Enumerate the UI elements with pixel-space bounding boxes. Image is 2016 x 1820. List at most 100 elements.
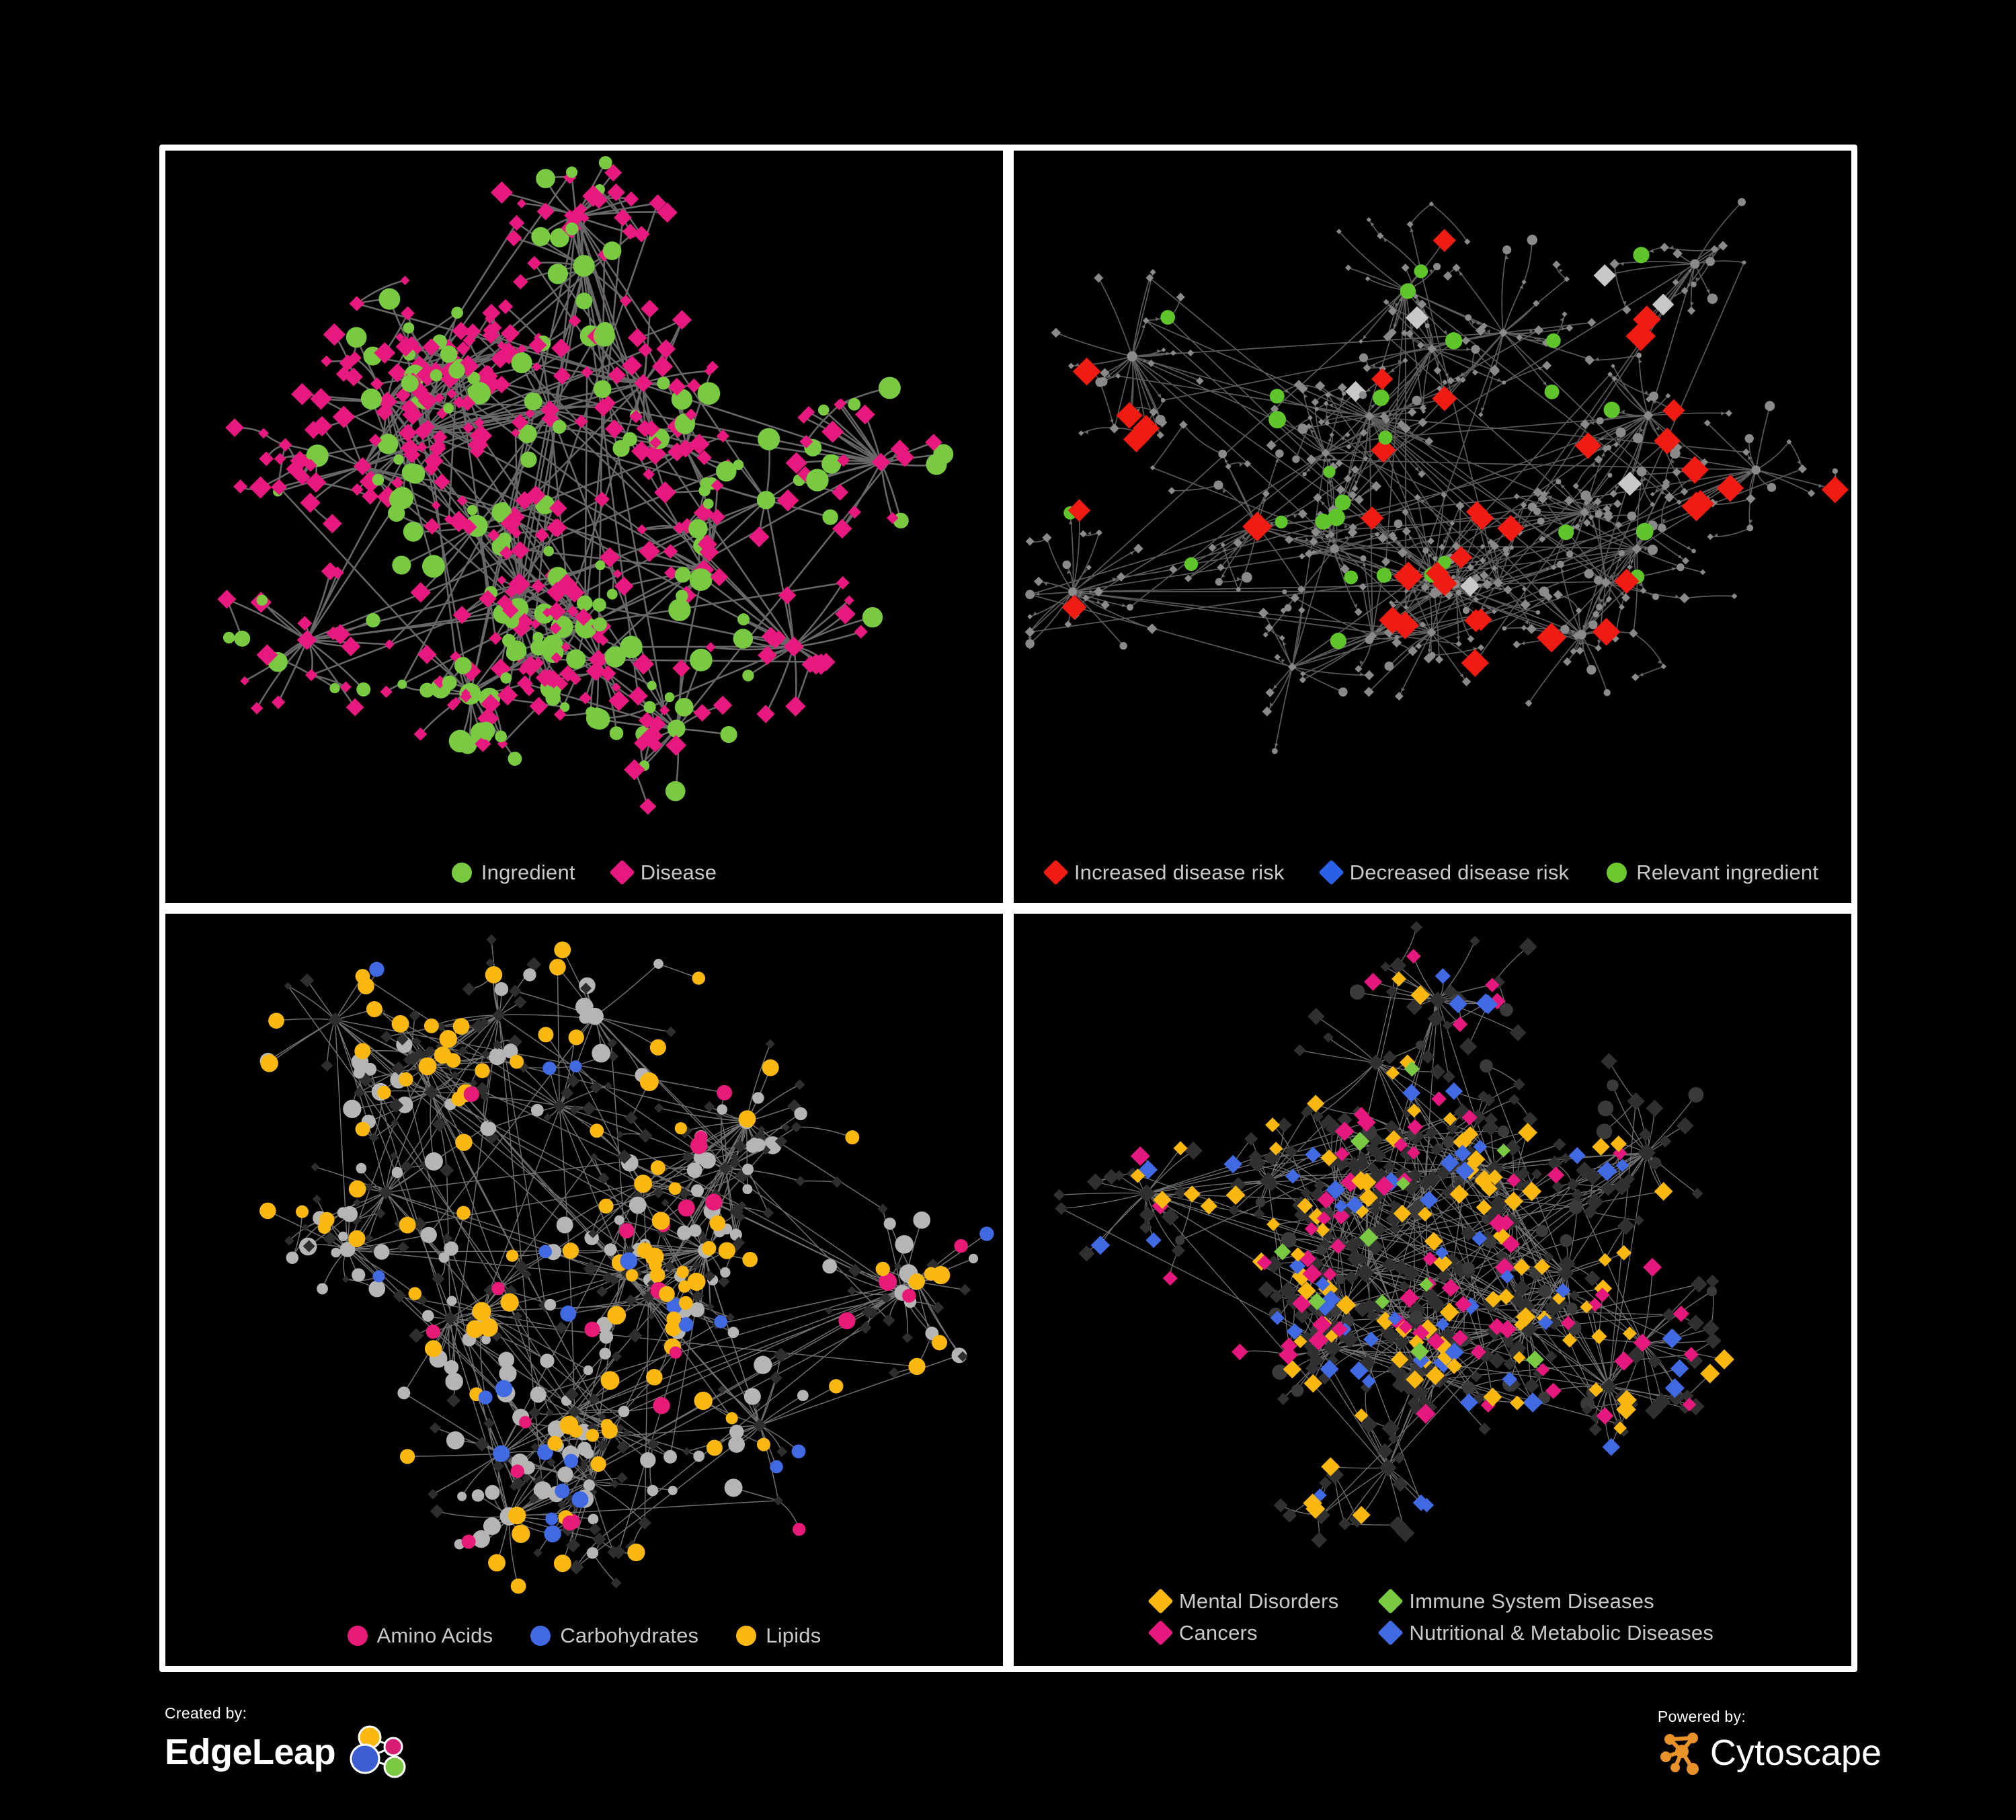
- network-node[interactable]: [1662, 399, 1685, 422]
- network-node[interactable]: [1465, 314, 1472, 321]
- network-node[interactable]: [691, 1290, 704, 1302]
- network-node[interactable]: [586, 1547, 599, 1559]
- network-node[interactable]: [836, 576, 850, 590]
- network-node[interactable]: [290, 450, 311, 471]
- network-node[interactable]: [225, 418, 244, 437]
- network-node[interactable]: [494, 982, 509, 996]
- network-node[interactable]: [769, 1371, 782, 1385]
- network-node[interactable]: [901, 1288, 916, 1303]
- network-node[interactable]: [649, 436, 662, 449]
- network-node[interactable]: [634, 735, 651, 752]
- network-node[interactable]: [1130, 1168, 1145, 1183]
- network-node[interactable]: [1484, 1236, 1497, 1249]
- network-node[interactable]: [240, 676, 249, 686]
- network-node[interactable]: [1525, 699, 1533, 707]
- network-node[interactable]: [446, 1431, 465, 1450]
- network-node[interactable]: [674, 697, 694, 717]
- network-node[interactable]: [1329, 432, 1334, 438]
- network-node[interactable]: [531, 227, 551, 247]
- network-node[interactable]: [442, 1233, 452, 1244]
- network-node[interactable]: [848, 1263, 862, 1277]
- network-node[interactable]: [1394, 561, 1423, 592]
- network-node[interactable]: [1359, 391, 1367, 399]
- network-node[interactable]: [742, 1163, 754, 1175]
- network-node[interactable]: [1170, 350, 1176, 356]
- network-node[interactable]: [1388, 600, 1394, 605]
- network-node[interactable]: [705, 642, 716, 653]
- network-node[interactable]: [781, 1123, 791, 1132]
- network-node[interactable]: [1478, 412, 1484, 418]
- network-node[interactable]: [733, 629, 754, 649]
- network-node[interactable]: [530, 1386, 547, 1403]
- network-node[interactable]: [1646, 1099, 1664, 1117]
- network-node[interactable]: [773, 1495, 783, 1506]
- network-node[interactable]: [1304, 549, 1314, 558]
- network-node[interactable]: [533, 1481, 552, 1500]
- network-node[interactable]: [1417, 1206, 1433, 1222]
- network-node[interactable]: [393, 1289, 407, 1303]
- network-node[interactable]: [724, 1478, 743, 1497]
- network-node[interactable]: [1441, 1278, 1460, 1298]
- network-node[interactable]: [607, 183, 625, 202]
- network-node[interactable]: [562, 1242, 579, 1259]
- network-node[interactable]: [528, 1407, 541, 1419]
- network-node[interactable]: [452, 1018, 470, 1035]
- network-node[interactable]: [688, 1224, 702, 1237]
- network-node[interactable]: [1179, 420, 1188, 429]
- network-node[interactable]: [829, 1379, 844, 1394]
- network-node[interactable]: [752, 1092, 764, 1104]
- network-node[interactable]: [368, 434, 382, 447]
- network-node[interactable]: [1533, 300, 1540, 307]
- network-node[interactable]: [1291, 1384, 1304, 1397]
- network-node[interactable]: [1588, 1423, 1602, 1436]
- network-node[interactable]: [1662, 1329, 1683, 1349]
- network-node[interactable]: [462, 422, 474, 434]
- network-node[interactable]: [729, 1424, 744, 1439]
- network-node[interactable]: [479, 1318, 498, 1337]
- network-node[interactable]: [620, 1252, 638, 1270]
- network-node[interactable]: [588, 1228, 598, 1238]
- network-node[interactable]: [602, 241, 622, 260]
- network-node[interactable]: [590, 1456, 606, 1472]
- network-node[interactable]: [758, 645, 777, 666]
- network-node[interactable]: [1294, 1208, 1308, 1222]
- network-node[interactable]: [1636, 467, 1647, 477]
- network-node[interactable]: [1504, 1191, 1524, 1211]
- network-node[interactable]: [508, 1506, 526, 1525]
- network-node[interactable]: [1300, 671, 1306, 677]
- network-node[interactable]: [709, 1215, 726, 1232]
- network-node[interactable]: [1594, 455, 1603, 464]
- network-node[interactable]: [1078, 1245, 1095, 1262]
- network-node[interactable]: [848, 397, 861, 411]
- network-node[interactable]: [484, 313, 495, 324]
- network-node[interactable]: [594, 398, 613, 417]
- network-node[interactable]: [510, 1054, 524, 1069]
- network-node[interactable]: [1371, 481, 1381, 491]
- network-node[interactable]: [1332, 1208, 1350, 1225]
- network-node[interactable]: [1622, 1327, 1637, 1341]
- network-node[interactable]: [1400, 283, 1416, 299]
- network-node[interactable]: [573, 255, 595, 277]
- network-node[interactable]: [1470, 1370, 1482, 1383]
- network-node[interactable]: [765, 1039, 775, 1050]
- network-node[interactable]: [1667, 1388, 1685, 1407]
- network-node[interactable]: [1213, 480, 1223, 490]
- network-node[interactable]: [1462, 1381, 1476, 1394]
- network-node[interactable]: [1500, 1003, 1513, 1017]
- network-node[interactable]: [510, 428, 520, 438]
- network-node[interactable]: [571, 1491, 589, 1508]
- network-node[interactable]: [1614, 568, 1640, 594]
- network-node[interactable]: [300, 973, 315, 988]
- network-node[interactable]: [1405, 306, 1429, 329]
- network-node[interactable]: [555, 677, 569, 690]
- network-node[interactable]: [821, 420, 844, 443]
- network-node[interactable]: [566, 649, 586, 669]
- network-node[interactable]: [1401, 264, 1410, 272]
- network-node[interactable]: [553, 708, 567, 721]
- network-node[interactable]: [1432, 386, 1457, 411]
- network-node[interactable]: [1225, 463, 1232, 470]
- network-node[interactable]: [817, 404, 830, 416]
- network-node[interactable]: [1258, 1281, 1275, 1298]
- network-node[interactable]: [954, 1238, 968, 1253]
- network-node[interactable]: [1461, 1261, 1475, 1275]
